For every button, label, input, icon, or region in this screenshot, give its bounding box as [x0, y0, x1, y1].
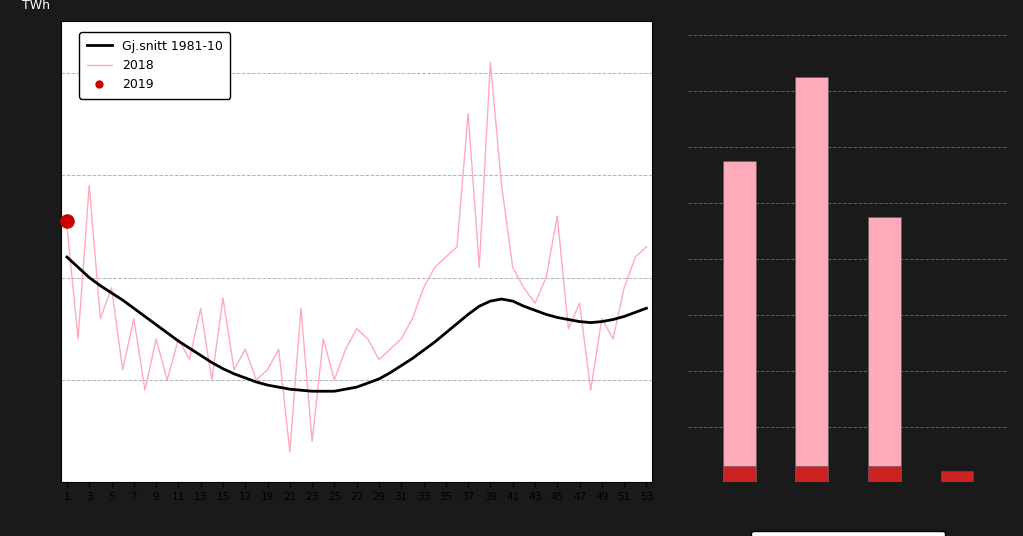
Text: TWh: TWh — [21, 0, 49, 12]
Bar — [868, 466, 900, 482]
Point — [58, 217, 75, 226]
Bar — [796, 466, 828, 482]
Bar — [796, 77, 828, 482]
Bar — [723, 161, 756, 482]
Bar — [723, 466, 756, 482]
Bar — [868, 217, 900, 482]
Legend: Årsnedbør, Nedbør til og med veke 1: Årsnedbør, Nedbør til og med veke 1 — [751, 531, 945, 536]
Legend: Gj.snitt 1981-10, 2018, 2019: Gj.snitt 1981-10, 2018, 2019 — [80, 32, 230, 99]
Bar — [940, 471, 973, 482]
